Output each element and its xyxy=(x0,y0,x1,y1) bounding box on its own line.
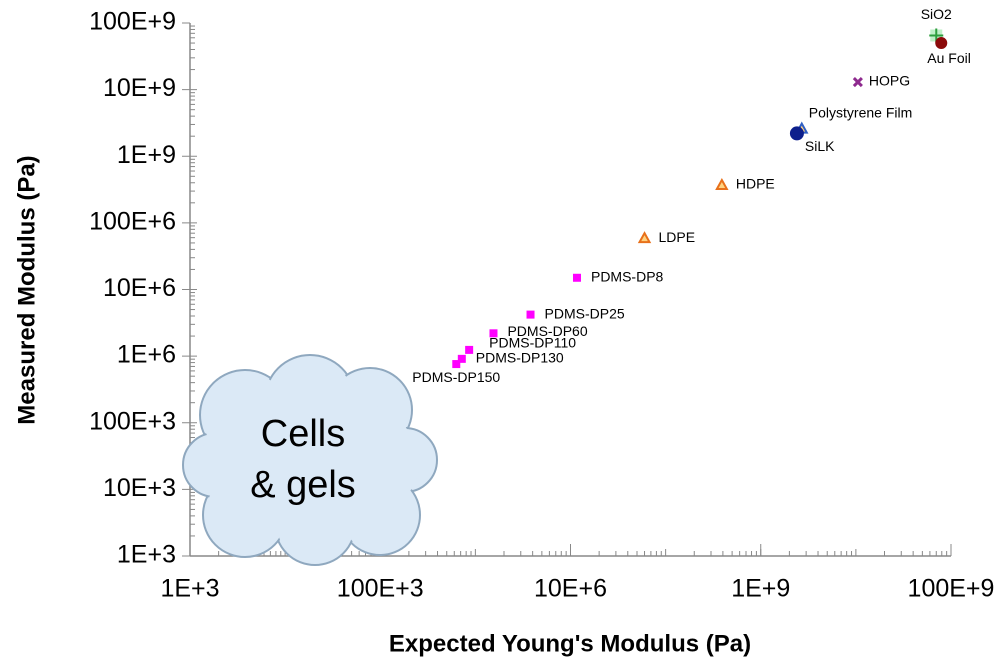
x-tick-label: 100E+9 xyxy=(908,575,995,603)
point-label: PDMS-DP8 xyxy=(591,268,664,284)
point-label: PDMS-DP130 xyxy=(476,350,564,366)
point-label: SiLK xyxy=(805,138,835,154)
point-label: Polystyrene Film xyxy=(809,104,912,120)
y-tick-label: 100E+9 xyxy=(89,8,176,36)
point xyxy=(452,360,460,368)
x-axis-title: Expected Young's Modulus (Pa) xyxy=(389,630,751,657)
points: SiO2 Au Foil HOPG Polystyrene Film SiLK HDPE L… xyxy=(412,6,971,385)
y-tick-label: 100E+3 xyxy=(89,407,176,435)
x-tick-label: 1E+9 xyxy=(731,575,790,603)
point-label: PDMS-DP110 xyxy=(489,335,576,351)
point xyxy=(640,233,650,242)
annotation-cloud: Cells & gels xyxy=(183,355,437,565)
point-label: PDMS-DP150 xyxy=(412,369,500,385)
point-label: HDPE xyxy=(736,176,775,192)
chart: 1E+3 100E+3 10E+6 1E+9 100E+9 1E+3 10E+3 100E+3… xyxy=(0,0,1006,663)
point xyxy=(854,78,862,86)
y-tick-label: 1E+6 xyxy=(117,341,176,369)
point-label: LDPE xyxy=(659,229,696,245)
point-label: HOPG xyxy=(869,73,910,89)
y-tick-label: 10E+6 xyxy=(103,274,176,302)
annotation: & gels xyxy=(250,464,356,506)
annotation: Cells xyxy=(261,413,345,455)
point xyxy=(717,180,727,189)
y-tick-label: 100E+6 xyxy=(89,207,176,235)
point xyxy=(573,274,581,282)
y-tick-label: 1E+3 xyxy=(117,541,176,569)
point xyxy=(790,126,804,140)
y-tick-label: 10E+3 xyxy=(103,474,176,502)
y-tick-label: 10E+9 xyxy=(103,74,176,102)
point xyxy=(527,311,535,319)
point-label: Au Foil xyxy=(927,50,971,66)
point-label: PDMS-DP25 xyxy=(545,305,625,321)
point xyxy=(935,37,947,49)
x-tick-label: 100E+3 xyxy=(337,575,424,603)
point xyxy=(465,346,473,354)
y-tick-label: 1E+9 xyxy=(117,141,176,169)
y-axis-title: Measured Modulus (Pa) xyxy=(13,155,40,424)
point-label: SiO2 xyxy=(921,6,952,22)
x-tick-label: 10E+6 xyxy=(534,575,607,603)
x-tick-label: 1E+3 xyxy=(160,575,219,603)
